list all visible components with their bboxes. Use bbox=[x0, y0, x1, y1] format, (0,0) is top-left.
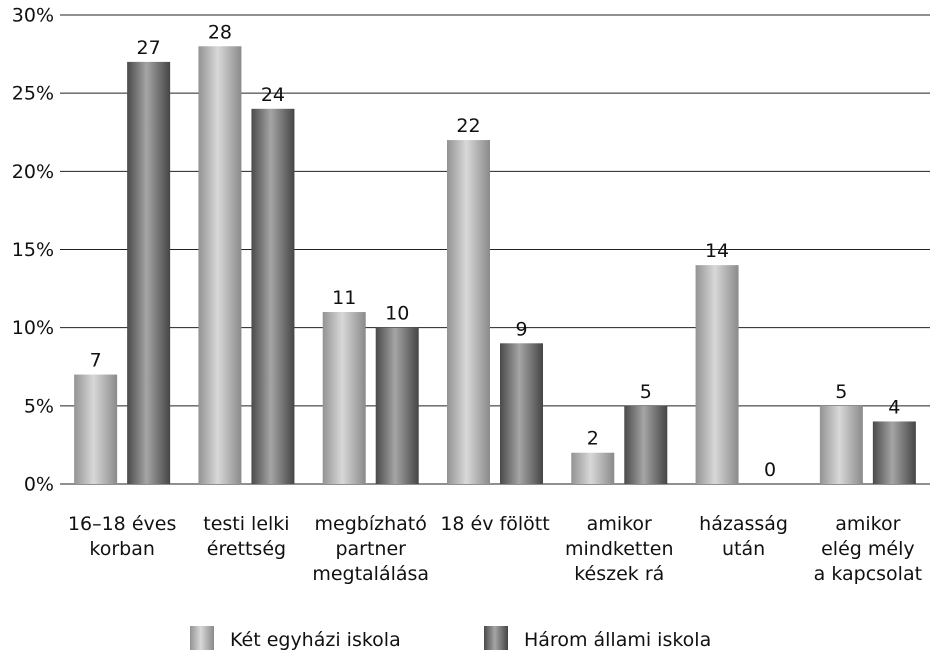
y-tick-label: 15% bbox=[12, 239, 54, 261]
x-tick-label: testi lelki érettség bbox=[203, 513, 289, 560]
bar bbox=[127, 61, 171, 485]
value-label: 7 bbox=[90, 350, 102, 372]
legend-swatch bbox=[484, 626, 508, 650]
x-tick-label: 16–18 éves korban bbox=[68, 513, 176, 560]
value-label: 28 bbox=[208, 21, 232, 43]
bar bbox=[74, 374, 118, 484]
value-label: 4 bbox=[888, 396, 900, 418]
bar bbox=[695, 265, 739, 484]
value-label: 5 bbox=[835, 381, 847, 403]
x-tick-label: amikor elég mély a kapcsolat bbox=[814, 513, 922, 585]
y-tick-label: 20% bbox=[12, 161, 54, 183]
bar bbox=[571, 452, 615, 484]
bar bbox=[198, 46, 242, 485]
legend-label: Két egyházi iskola bbox=[230, 629, 401, 651]
value-label: 2 bbox=[587, 428, 599, 450]
value-label: 0 bbox=[764, 459, 776, 481]
y-tick-label: 10% bbox=[12, 317, 54, 339]
bar bbox=[375, 327, 419, 484]
x-tick-label: amikor mindketten készek rá bbox=[565, 513, 674, 585]
legend-label: Három állami iskola bbox=[524, 629, 711, 651]
bar bbox=[500, 343, 543, 484]
value-label: 11 bbox=[332, 287, 356, 309]
legend-swatch bbox=[190, 626, 214, 650]
value-label: 14 bbox=[705, 240, 729, 262]
bar bbox=[447, 140, 490, 485]
value-label: 9 bbox=[515, 318, 527, 340]
bar bbox=[872, 421, 916, 484]
y-tick-label: 30% bbox=[12, 5, 54, 27]
bar bbox=[819, 405, 863, 484]
y-tick-label: 25% bbox=[12, 83, 54, 105]
x-tick-label: házasság után bbox=[699, 513, 788, 560]
value-label: 24 bbox=[261, 84, 285, 106]
bar bbox=[322, 312, 366, 484]
y-tick-label: 0% bbox=[24, 474, 54, 496]
y-tick-label: 5% bbox=[24, 395, 54, 417]
value-label: 10 bbox=[385, 303, 409, 325]
value-label: 27 bbox=[137, 37, 161, 59]
x-tick-label: 18 év fölött bbox=[440, 513, 549, 535]
value-label: 5 bbox=[640, 381, 652, 403]
x-tick-label: megbízható partner megtalálása bbox=[312, 513, 429, 585]
value-label: 22 bbox=[456, 115, 480, 137]
bar bbox=[251, 108, 295, 485]
bar bbox=[624, 405, 668, 484]
